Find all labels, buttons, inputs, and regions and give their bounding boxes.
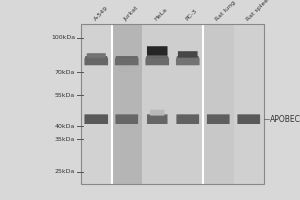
Text: 100kDa: 100kDa: [51, 35, 75, 40]
Text: PC-3: PC-3: [184, 8, 198, 22]
FancyBboxPatch shape: [146, 56, 168, 62]
Text: 40kDa: 40kDa: [55, 124, 75, 129]
Text: 35kDa: 35kDa: [55, 137, 75, 142]
Text: 25kDa: 25kDa: [55, 169, 75, 174]
FancyBboxPatch shape: [116, 114, 138, 124]
FancyBboxPatch shape: [147, 114, 167, 124]
FancyBboxPatch shape: [119, 67, 135, 72]
Text: 55kDa: 55kDa: [55, 93, 75, 98]
Bar: [142, 24, 172, 184]
Text: A-549: A-549: [93, 6, 109, 22]
Bar: [172, 24, 203, 184]
FancyBboxPatch shape: [116, 56, 138, 62]
Text: HeLa: HeLa: [154, 7, 169, 22]
FancyBboxPatch shape: [150, 110, 164, 116]
Text: Rat spleen: Rat spleen: [245, 0, 272, 22]
FancyBboxPatch shape: [178, 51, 198, 58]
Text: Jurkat: Jurkat: [123, 5, 140, 22]
FancyBboxPatch shape: [146, 58, 169, 65]
FancyBboxPatch shape: [177, 56, 199, 62]
FancyBboxPatch shape: [84, 114, 108, 124]
Bar: [203, 24, 233, 184]
FancyBboxPatch shape: [115, 58, 139, 65]
FancyBboxPatch shape: [84, 58, 108, 65]
Text: 70kDa: 70kDa: [55, 70, 75, 75]
FancyBboxPatch shape: [87, 53, 106, 58]
Bar: [112, 24, 142, 184]
FancyBboxPatch shape: [237, 114, 260, 124]
FancyBboxPatch shape: [147, 46, 167, 56]
Text: Rat lung: Rat lung: [215, 0, 237, 22]
Bar: [81, 24, 112, 184]
FancyBboxPatch shape: [176, 58, 200, 65]
FancyBboxPatch shape: [207, 114, 230, 124]
FancyBboxPatch shape: [176, 114, 199, 124]
Bar: [233, 24, 264, 184]
Text: APOBEC3G: APOBEC3G: [270, 115, 300, 124]
FancyBboxPatch shape: [85, 56, 107, 62]
